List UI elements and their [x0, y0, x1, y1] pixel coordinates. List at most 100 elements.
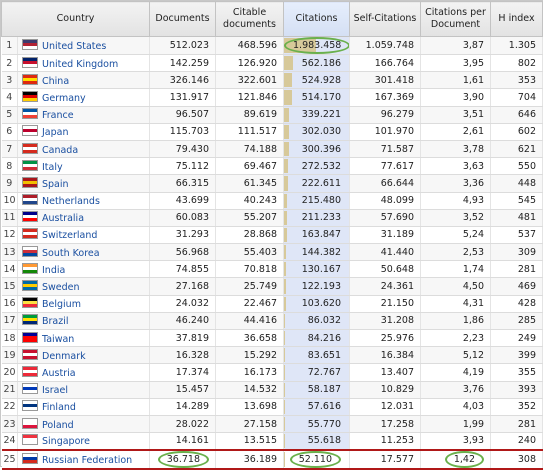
column-header-country[interactable]: Country: [1, 1, 150, 37]
country-cell: Italy: [17, 157, 150, 176]
table-row: 22 Finland 14.289 13.698 57.616 12.031 4,03 352: [1, 398, 543, 416]
citations-value: 122.193: [301, 281, 341, 293]
country-link[interactable]: China: [42, 75, 70, 87]
citations-per-document-cell: 3,78: [420, 140, 491, 159]
country-link[interactable]: Denmark: [42, 350, 86, 362]
country-link[interactable]: Canada: [42, 144, 79, 156]
column-header-citable-documents[interactable]: Citable documents: [215, 1, 284, 37]
country-cell: Netherlands: [17, 192, 150, 210]
flag-icon: [22, 348, 38, 360]
country-link[interactable]: Spain: [42, 178, 69, 190]
h-index-cell: 621: [490, 140, 543, 159]
citations-per-document-cell: 4,50: [420, 277, 491, 296]
documents-cell: 131.917: [149, 88, 216, 107]
documents-cell: 14.161: [149, 432, 216, 451]
citations-per-document-cell: 1,86: [420, 312, 491, 331]
rank-cell: 4: [1, 88, 18, 107]
rank-cell: 16: [1, 295, 18, 313]
country-link[interactable]: Italy: [42, 161, 63, 173]
country-cell: Taiwan: [17, 329, 150, 348]
column-header-citations-per-document[interactable]: Citations per Document: [420, 1, 491, 37]
rank-cell: 7: [1, 140, 18, 159]
country-link[interactable]: Australia: [42, 213, 85, 225]
citations-value: 103.620: [301, 298, 341, 310]
country-cell: Canada: [17, 140, 150, 159]
citations-cell: 302.030: [283, 123, 350, 141]
citations-per-document-cell: 3,76: [420, 381, 491, 399]
self-citations-cell: 10.829: [349, 381, 421, 399]
country-cell: Denmark: [17, 346, 150, 365]
column-header-self-citations[interactable]: Self-Citations: [349, 1, 421, 37]
flag-icon: [22, 108, 38, 120]
citations-value: 1.983.458: [284, 37, 349, 54]
citations-value: 163.847: [301, 229, 341, 241]
citations-bar: [284, 348, 286, 363]
country-link[interactable]: Singapore: [42, 436, 90, 448]
table-row: 8 Italy 75.112 69.467 272.532 77.617 3,63 550: [1, 157, 543, 176]
citations-bar: [284, 56, 294, 71]
country-link[interactable]: Sweden: [42, 282, 80, 294]
country-link[interactable]: United States: [42, 41, 107, 52]
country-link[interactable]: Belgium: [42, 299, 81, 311]
flag-icon: [22, 39, 38, 50]
country-link[interactable]: Russian Federation: [42, 454, 133, 466]
citations-per-document-cell: 4,19: [420, 363, 491, 382]
h-index-cell: 399: [490, 346, 543, 365]
citations-cell: 84.216: [283, 329, 350, 348]
table-row: 7 Canada 79.430 74.188 300.396 71.587 3,78 621: [1, 140, 543, 159]
citations-per-document-cell: 3,90: [420, 88, 491, 107]
table-row: 5 France 96.507 89.619 339.221 96.279 3,51 646: [1, 106, 543, 124]
country-link[interactable]: Germany: [42, 92, 86, 104]
citations-cell: 52.110: [283, 448, 350, 470]
country-link[interactable]: South Korea: [42, 247, 100, 259]
table-row: 9 Spain 66.315 61.345 222.611 66.644 3,36 448: [1, 174, 543, 193]
country-link[interactable]: France: [42, 110, 74, 122]
citations-bar: [284, 365, 286, 380]
column-header-documents[interactable]: Documents: [149, 1, 216, 37]
h-index-cell: 469: [490, 277, 543, 296]
citations-cell: 103.620: [283, 295, 350, 313]
citations-cell: 1.983.458: [283, 36, 350, 55]
column-header-h-index[interactable]: H index: [490, 1, 543, 37]
citations-bar: [284, 73, 293, 88]
citations-bar: [284, 416, 285, 432]
country-link[interactable]: India: [42, 264, 66, 276]
country-link[interactable]: Switzerland: [42, 230, 98, 242]
documents-cell: 79.430: [149, 140, 216, 159]
citations-cell: 57.616: [283, 398, 350, 416]
citations-per-document-cell: 5,24: [420, 226, 491, 245]
country-link[interactable]: Poland: [42, 419, 74, 431]
country-link[interactable]: United Kingdom: [42, 58, 119, 70]
citable-documents-cell: 468.596: [215, 36, 284, 55]
citations-per-document-cell: 2,53: [420, 243, 491, 262]
citations-bar: [284, 227, 287, 243]
country-cell: Israel: [17, 381, 150, 399]
country-cell: China: [17, 71, 150, 90]
flag-icon: [22, 417, 38, 429]
country-link[interactable]: Israel: [42, 385, 68, 397]
flag-icon: [22, 383, 38, 395]
country-link[interactable]: Netherlands: [42, 196, 100, 208]
documents-cell: 36.718: [149, 448, 216, 470]
citable-documents-cell: 14.532: [215, 381, 284, 399]
rank-cell: 14: [1, 260, 18, 279]
flag-icon: [22, 194, 38, 206]
column-header-citations[interactable]: Citations: [283, 1, 350, 37]
citable-documents-cell: 111.517: [215, 123, 284, 141]
country-cell: Sweden: [17, 277, 150, 296]
country-link[interactable]: Japan: [42, 127, 69, 139]
flag-icon: [22, 159, 38, 171]
citations-value: 57.616: [307, 401, 341, 413]
citations-bar: [284, 210, 288, 225]
citations-per-document-cell: 4,03: [420, 398, 491, 416]
country-link[interactable]: Taiwan: [42, 333, 75, 345]
country-link[interactable]: Finland: [42, 402, 76, 414]
citable-documents-cell: 22.467: [215, 295, 284, 313]
citable-documents-cell: 15.292: [215, 346, 284, 365]
country-link[interactable]: Brazil: [42, 316, 69, 328]
citable-documents-cell: 28.868: [215, 226, 284, 245]
citations-per-document-cell: 3,51: [420, 106, 491, 124]
h-index-cell: 281: [490, 260, 543, 279]
country-cell: Finland: [17, 398, 150, 416]
country-link[interactable]: Austria: [42, 367, 76, 379]
